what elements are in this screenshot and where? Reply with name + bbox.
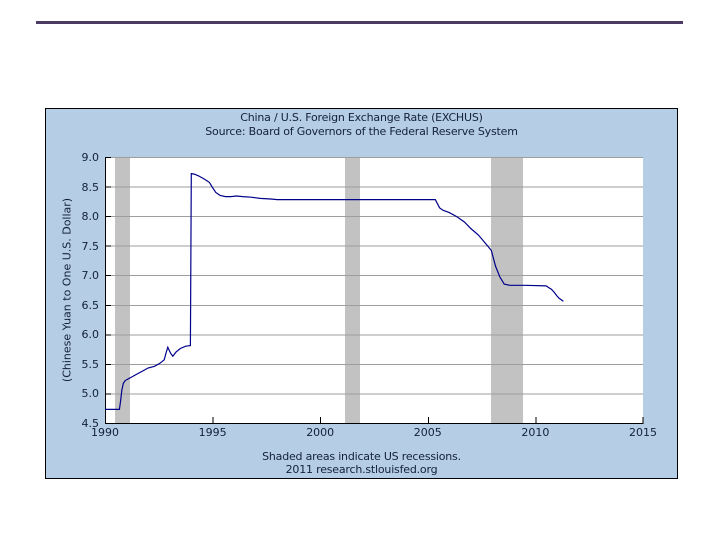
recession-note: Shaded areas indicate US recessions. [262, 450, 461, 463]
x-tick-label: 2000 [306, 426, 335, 439]
top-rule [36, 21, 683, 24]
recession-band [114, 157, 130, 423]
axis-lines [105, 157, 644, 424]
x-tick-label: 1990 [91, 426, 119, 439]
data-line-exchus [105, 172, 564, 410]
y-tick-label: 8.0 [81, 210, 100, 224]
y-tick-label: 4.5 [81, 417, 100, 430]
x-tick-label: 2010 [521, 426, 550, 439]
chart-footer: Shaded areas indicate US recessions. 201… [46, 450, 677, 476]
y-tick-label: 5.5 [81, 357, 100, 371]
y-tick-label: 7.0 [81, 269, 100, 283]
chart-panel: China / U.S. Foreign Exchange Rate (EXCH… [45, 108, 678, 479]
x-tick-label: 2005 [413, 426, 442, 439]
y-tick-label: 6.0 [81, 328, 100, 342]
y-tick-label: 9.0 [81, 151, 100, 164]
y-tick-label: 8.5 [81, 180, 100, 194]
source-url-note: 2011 research.stlouisfed.org [285, 463, 438, 476]
chart-source: Source: Board of Governors of the Federa… [205, 125, 518, 138]
plot-background [105, 157, 643, 423]
y-tick-label: 6.5 [81, 298, 100, 312]
x-tick-label: 2015 [629, 426, 657, 439]
recession-band [345, 157, 361, 423]
plot-area [105, 157, 644, 424]
chart-header: China / U.S. Foreign Exchange Rate (EXCH… [46, 111, 677, 139]
chart-title: China / U.S. Foreign Exchange Rate (EXCH… [240, 111, 483, 124]
y-axis-title: (Chinese Yuan to One U.S. Dollar) [60, 197, 74, 383]
recession-band [491, 157, 524, 423]
y-tick-label: 5.0 [81, 387, 100, 401]
y-tick-label: 7.5 [81, 239, 100, 253]
x-tick-label: 1995 [198, 426, 227, 439]
